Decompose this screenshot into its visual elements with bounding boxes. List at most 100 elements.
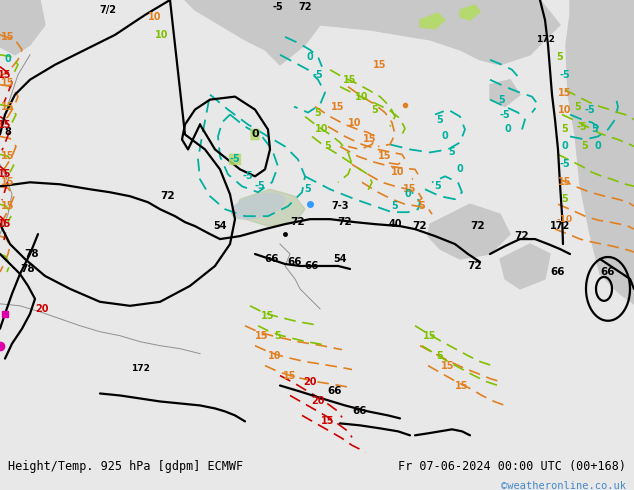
Text: 5: 5 — [314, 108, 321, 118]
Text: 10: 10 — [348, 118, 362, 127]
Text: 66: 66 — [551, 267, 566, 277]
Text: 72: 72 — [470, 221, 485, 231]
Text: 20: 20 — [303, 376, 317, 387]
Text: 15: 15 — [403, 184, 417, 194]
Polygon shape — [428, 204, 510, 259]
Text: 54: 54 — [213, 221, 227, 231]
Text: 66: 66 — [305, 261, 320, 271]
Text: 72: 72 — [468, 261, 482, 271]
Polygon shape — [310, 0, 560, 65]
Text: 5: 5 — [449, 147, 455, 157]
Text: 20: 20 — [311, 396, 325, 406]
Text: -5: -5 — [560, 159, 571, 170]
Text: 5: 5 — [562, 124, 568, 134]
Text: 10: 10 — [355, 92, 369, 101]
Text: 54: 54 — [333, 254, 347, 264]
Text: 66: 66 — [353, 406, 367, 416]
Text: 15: 15 — [343, 74, 357, 85]
Ellipse shape — [231, 194, 285, 219]
Polygon shape — [185, 0, 320, 65]
Text: 15: 15 — [441, 361, 455, 370]
Text: -5: -5 — [243, 172, 254, 181]
Text: -10: -10 — [557, 215, 573, 223]
Text: 0: 0 — [595, 142, 602, 151]
Text: 72: 72 — [160, 191, 176, 201]
Text: 10: 10 — [148, 12, 162, 22]
Text: 15: 15 — [455, 381, 469, 391]
Text: 5: 5 — [581, 142, 588, 151]
Text: 15: 15 — [1, 201, 15, 211]
Text: 15: 15 — [0, 170, 12, 179]
Text: 0: 0 — [404, 189, 411, 199]
Text: 172: 172 — [131, 364, 150, 373]
Polygon shape — [240, 23, 265, 40]
Text: 5: 5 — [557, 52, 564, 62]
Text: 5: 5 — [392, 201, 398, 211]
Text: 66: 66 — [328, 387, 342, 396]
Text: 15: 15 — [424, 331, 437, 341]
Text: 5: 5 — [437, 351, 443, 361]
Text: -5: -5 — [273, 2, 283, 12]
Text: 5: 5 — [592, 124, 598, 134]
Text: 15: 15 — [283, 370, 297, 381]
Polygon shape — [0, 0, 45, 55]
Text: 15: 15 — [559, 88, 572, 98]
Text: 0: 0 — [505, 124, 512, 134]
Text: 72: 72 — [338, 217, 353, 227]
Text: 66: 66 — [288, 257, 302, 267]
Text: 0: 0 — [562, 142, 568, 151]
Polygon shape — [500, 244, 550, 289]
Text: -5: -5 — [577, 122, 587, 131]
Polygon shape — [566, 0, 634, 304]
Text: -5: -5 — [255, 181, 266, 191]
Text: 72: 72 — [290, 217, 306, 227]
Text: 10: 10 — [155, 30, 169, 40]
Text: 0: 0 — [4, 54, 11, 64]
Text: 15: 15 — [1, 101, 15, 112]
Text: 66: 66 — [601, 267, 615, 277]
Text: -5: -5 — [585, 104, 595, 115]
Text: 5: 5 — [372, 104, 378, 115]
Text: 0: 0 — [251, 129, 259, 140]
Text: 15: 15 — [331, 101, 345, 112]
Text: 72: 72 — [515, 231, 529, 241]
Text: 66: 66 — [265, 254, 279, 264]
Text: 78: 78 — [25, 249, 39, 259]
Polygon shape — [460, 5, 480, 20]
Text: 15: 15 — [261, 311, 275, 321]
Polygon shape — [238, 189, 305, 226]
Text: 72: 72 — [298, 2, 312, 12]
Text: 15: 15 — [0, 70, 12, 80]
Text: 7-3: 7-3 — [331, 201, 349, 211]
Text: 5: 5 — [304, 184, 311, 194]
Text: 15: 15 — [0, 120, 12, 129]
Text: 15: 15 — [1, 32, 15, 42]
Text: -5: -5 — [500, 110, 510, 120]
Text: 172: 172 — [550, 221, 570, 231]
Text: 15: 15 — [1, 78, 15, 88]
Text: ©weatheronline.co.uk: ©weatheronline.co.uk — [501, 481, 626, 490]
Text: 5: 5 — [437, 115, 443, 124]
Text: Height/Temp. 925 hPa [gdpm] ECMWF: Height/Temp. 925 hPa [gdpm] ECMWF — [8, 460, 243, 473]
Text: -5: -5 — [560, 70, 571, 80]
Text: 15: 15 — [1, 177, 15, 187]
Text: 172: 172 — [536, 35, 555, 45]
Text: 40: 40 — [388, 219, 402, 229]
Text: 10: 10 — [559, 104, 572, 115]
Polygon shape — [265, 7, 295, 27]
Text: 10: 10 — [391, 167, 404, 177]
Text: 15: 15 — [559, 177, 572, 187]
Text: 10: 10 — [315, 124, 329, 134]
Text: -5: -5 — [230, 154, 240, 164]
Polygon shape — [490, 80, 520, 107]
Text: 15: 15 — [1, 151, 15, 161]
Text: 15: 15 — [363, 134, 377, 145]
Text: 72: 72 — [413, 221, 427, 231]
Text: 5: 5 — [574, 101, 581, 112]
Text: 5: 5 — [498, 95, 505, 105]
Text: 78: 78 — [21, 264, 36, 274]
Text: 15: 15 — [378, 151, 392, 161]
Text: 8: 8 — [4, 127, 11, 138]
Text: 0: 0 — [442, 131, 448, 142]
Text: 15: 15 — [256, 331, 269, 341]
